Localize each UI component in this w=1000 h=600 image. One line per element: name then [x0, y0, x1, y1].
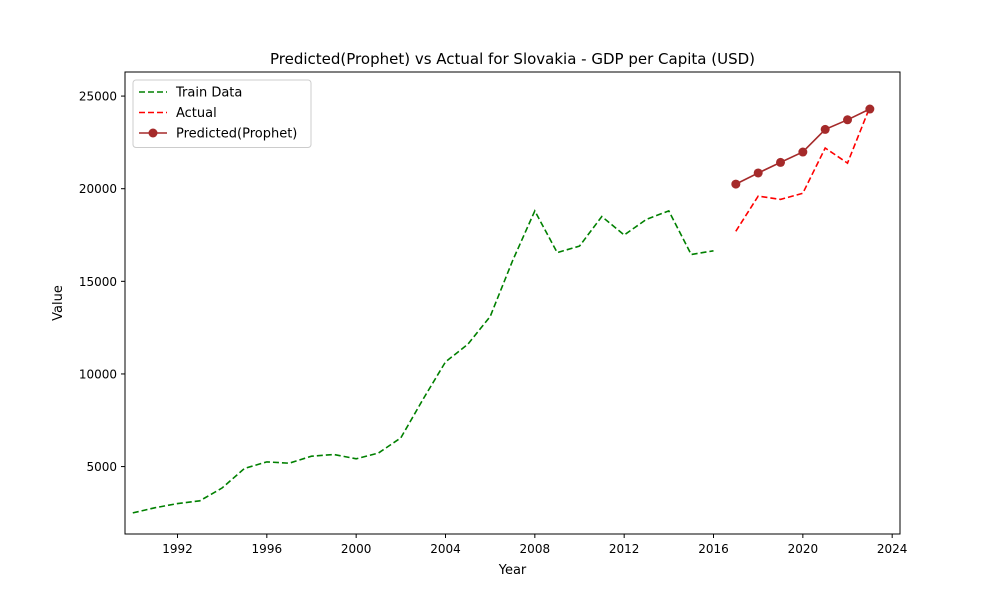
legend-box [132, 79, 312, 148]
x-tick-label-6: 2016 [698, 542, 729, 556]
y-tick-label-1: 10000 [79, 367, 117, 381]
y-tick-label-4: 25000 [79, 90, 117, 104]
series-point-2-1 [753, 168, 763, 178]
y-axis-label: Value [51, 285, 66, 321]
series-point-2-3 [798, 147, 808, 157]
series-point-2-0 [731, 179, 741, 189]
x-axis: 1992 1996 2000 2004 2008 2012 2016 2020 2024 [162, 534, 907, 556]
legend-label-2: Predicted(Prophet) [176, 127, 297, 142]
x-tick-label-3: 2004 [430, 542, 461, 556]
legend-marker-2 [148, 128, 158, 138]
series-point-2-5 [843, 115, 853, 125]
y-tick-label-0: 5000 [86, 460, 117, 474]
x-axis-label: Year [498, 563, 527, 578]
x-tick-label-8: 2024 [877, 542, 908, 556]
x-tick-label-1: 1996 [252, 542, 283, 556]
legend: Train Data Actual Predicted(Prophet) [132, 79, 312, 148]
series-point-2-6 [865, 104, 875, 114]
series-line-0 [132, 209, 714, 514]
y-axis: 5000 10000 15000 20000 25000 [79, 90, 125, 474]
series-point-2-4 [820, 124, 830, 134]
legend-label-1: Actual [176, 106, 217, 121]
plot-frame [124, 71, 901, 535]
legend-label-0: Train Data [175, 86, 242, 101]
y-tick-label-3: 20000 [79, 182, 117, 196]
x-tick-label-4: 2008 [520, 542, 551, 556]
plot-area [132, 104, 875, 514]
x-tick-label-2: 2000 [341, 542, 372, 556]
y-tick-label-2: 15000 [79, 275, 117, 289]
x-tick-label-5: 2012 [609, 542, 640, 556]
series-line-1 [735, 106, 871, 232]
x-tick-label-7: 2020 [788, 542, 819, 556]
chart-title: Predicted(Prophet) vs Actual for Slovaki… [270, 50, 755, 68]
x-tick-label-0: 1992 [162, 542, 193, 556]
series-point-2-2 [776, 157, 786, 167]
